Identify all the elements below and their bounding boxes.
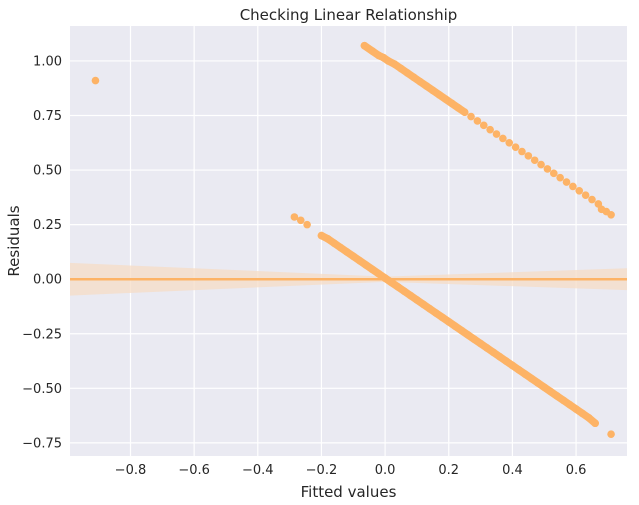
- data-point: [562, 178, 571, 186]
- x-tick-label: 0.0: [375, 463, 396, 478]
- y-tick-label: 0.75: [33, 109, 62, 124]
- data-point: [499, 134, 507, 143]
- data-point: [296, 216, 305, 225]
- data-point: [588, 195, 596, 204]
- data-point: [581, 191, 590, 199]
- data-point: [607, 430, 615, 438]
- chart-title: Checking Linear Relationship: [240, 6, 458, 24]
- scatter-points: [91, 41, 615, 438]
- y-axis-ticks: −0.75 −0.50 −0.25 0.00 0.25 0.50 0.75 1.00: [22, 54, 62, 451]
- x-tick-label: 0.4: [502, 463, 523, 478]
- data-point: [303, 220, 311, 229]
- y-tick-label: 0.00: [33, 273, 62, 288]
- data-point: [530, 156, 539, 165]
- data-point: [505, 138, 514, 147]
- upper-residual-band: [360, 41, 469, 116]
- data-point: [486, 125, 494, 134]
- y-tick-label: 1.00: [33, 54, 62, 69]
- x-tick-label: −0.8: [115, 463, 147, 478]
- data-point: [524, 152, 533, 160]
- data-point: [569, 182, 577, 191]
- x-tick-label: −0.4: [242, 463, 274, 478]
- y-axis-title: Residuals: [5, 205, 23, 276]
- y-tick-label: 0.50: [33, 164, 62, 179]
- data-point: [511, 143, 520, 151]
- x-tick-label: 0.2: [438, 463, 459, 478]
- data-point: [556, 173, 564, 182]
- x-axis-ticks: −0.8 −0.6 −0.4 −0.2 0.0 0.2 0.4 0.6: [115, 463, 587, 478]
- data-point: [467, 112, 475, 121]
- data-point: [543, 165, 552, 173]
- x-axis-title: Fitted values: [301, 483, 397, 501]
- x-tick-label: −0.2: [306, 463, 338, 478]
- data-point: [91, 76, 100, 85]
- data-point: [290, 213, 299, 221]
- data-point: [518, 147, 526, 156]
- data-point: [492, 130, 501, 138]
- y-tick-label: −0.50: [22, 382, 62, 397]
- x-tick-label: −0.6: [178, 463, 210, 478]
- data-point: [549, 169, 558, 178]
- y-tick-label: 0.25: [33, 218, 62, 233]
- data-point: [607, 211, 615, 219]
- data-point: [537, 160, 545, 169]
- x-tick-label: 0.6: [566, 463, 587, 478]
- plot-background: [70, 26, 627, 456]
- data-point: [479, 121, 488, 130]
- y-tick-label: −0.25: [22, 327, 62, 342]
- y-tick-label: −0.75: [22, 436, 62, 451]
- lower-residual-band: [317, 231, 599, 428]
- data-point: [473, 117, 482, 125]
- data-point: [575, 186, 584, 195]
